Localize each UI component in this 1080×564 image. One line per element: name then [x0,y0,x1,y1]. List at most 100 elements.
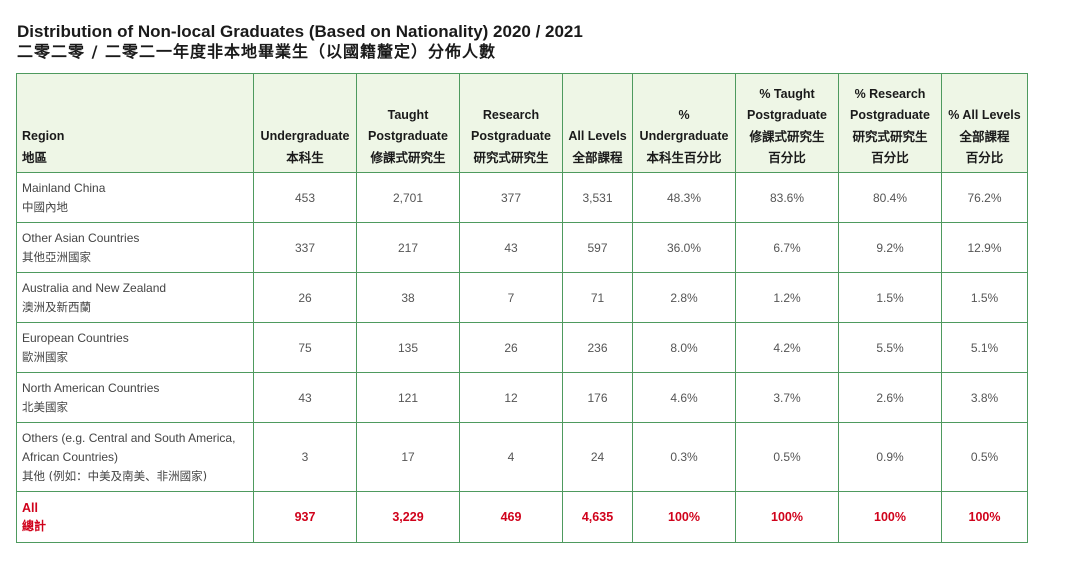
cell-research-pg: 4 [459,422,563,492]
header-pct-ug-zh: 本科生百分比 [646,150,722,165]
header-pct-rpg-zh1: 研究式研究生 [852,129,928,144]
cell-pct-all-levels: 12.9% [941,222,1028,273]
table-row: Mainland China 中國內地 453 2,701 377 3,531 … [16,172,1028,223]
cell-all-levels: 236 [562,322,633,373]
cell-pct-all-levels: 0.5% [941,422,1028,492]
region-en: Mainland China [22,180,106,195]
cell-pct-all-levels: 76.2% [941,172,1028,223]
region-cell: North American Countries 北美國家 [16,372,254,423]
header-pct-research-pg: % Research Postgraduate 研究式研究生 百分比 [838,73,942,173]
page-title-en: Distribution of Non-local Graduates (Bas… [17,22,583,41]
cell-taught-pg: 135 [356,322,460,373]
header-research-pg-en1: Research [482,108,540,122]
total-pct-research-pg: 100% [838,491,942,543]
total-label-zh: 總計 [22,519,47,533]
header-research-pg-en2: Postgraduate [471,129,551,143]
region-zh: 澳洲及新西蘭 [22,299,91,314]
header-pct-rpg-en2: Postgraduate [850,108,930,122]
cell-pct-research-pg: 80.4% [838,172,942,223]
cell-pct-undergraduate: 36.0% [632,222,736,273]
cell-all-levels: 24 [562,422,633,492]
cell-pct-taught-pg: 0.5% [735,422,839,492]
header-region: Region 地區 [16,73,254,173]
total-label-en: All [22,501,38,515]
region-cell: Mainland China 中國內地 [16,172,254,223]
cell-all-levels: 3,531 [562,172,633,223]
header-pct-tpg-en1: % Taught [759,87,815,101]
cell-pct-research-pg: 1.5% [838,272,942,323]
header-undergraduate: Undergraduate 本科生 [253,73,357,173]
total-undergraduate: 937 [253,491,357,543]
table-row: Others (e.g. Central and South America, … [16,422,1028,492]
region-cell: Other Asian Countries 其他亞洲國家 [16,222,254,273]
total-pct-all-levels: 100% [941,491,1028,543]
header-pct-ug-en2: Undergraduate [639,129,729,143]
cell-all-levels: 176 [562,372,633,423]
cell-taught-pg: 2,701 [356,172,460,223]
header-all-levels-zh: 全部課程 [572,150,623,165]
table-row: European Countries 歐洲國家 75 135 26 236 8.… [16,322,1028,373]
header-row: Region 地區 Undergraduate 本科生 Taught Postg… [16,73,1028,173]
region-zh: 歐洲國家 [22,349,68,364]
header-pct-undergraduate: % Undergraduate 本科生百分比 [632,73,736,173]
header-taught-pg: Taught Postgraduate 修課式研究生 [356,73,460,173]
cell-taught-pg: 121 [356,372,460,423]
cell-pct-undergraduate: 0.3% [632,422,736,492]
header-pct-all-zh1: 全部課程 [959,129,1010,144]
cell-research-pg: 43 [459,222,563,273]
cell-pct-taught-pg: 83.6% [735,172,839,223]
header-all-levels-en: All Levels [568,129,627,143]
header-pct-tpg-zh1: 修課式研究生 [749,129,825,144]
cell-pct-taught-pg: 6.7% [735,222,839,273]
table-row: Australia and New Zealand 澳洲及新西蘭 26 38 7… [16,272,1028,323]
cell-pct-all-levels: 3.8% [941,372,1028,423]
header-research-pg: Research Postgraduate 研究式研究生 [459,73,563,173]
region-zh: 其他 (例如：中美及南美、非洲國家) [22,468,208,483]
cell-pct-undergraduate: 2.8% [632,272,736,323]
table-row: North American Countries 北美國家 43 121 12 … [16,372,1028,423]
header-pct-all-zh2: 百分比 [965,150,1004,165]
page-title-block: Distribution of Non-local Graduates (Bas… [17,22,583,62]
total-pct-taught-pg: 100% [735,491,839,543]
cell-research-pg: 26 [459,322,563,373]
cell-all-levels: 597 [562,222,633,273]
cell-pct-undergraduate: 48.3% [632,172,736,223]
header-pct-rpg-zh2: 百分比 [871,150,909,165]
total-pct-undergraduate: 100% [632,491,736,543]
cell-undergraduate: 453 [253,172,357,223]
total-research-pg: 469 [459,491,563,543]
region-zh: 其他亞洲國家 [22,249,91,264]
header-pct-taught-pg: % Taught Postgraduate 修課式研究生 百分比 [735,73,839,173]
region-en: North American Countries [22,380,160,395]
cell-pct-undergraduate: 4.6% [632,372,736,423]
page-title-zh: 二零二零 / 二零二一年度非本地畢業生（以國籍釐定）分佈人數 [17,42,496,61]
total-all-levels: 4,635 [562,491,633,543]
cell-pct-taught-pg: 1.2% [735,272,839,323]
graduates-table: Region 地區 Undergraduate 本科生 Taught Postg… [16,73,1028,543]
region-cell: Australia and New Zealand 澳洲及新西蘭 [16,272,254,323]
header-taught-pg-en1: Taught [387,108,429,122]
header-undergraduate-zh: 本科生 [286,150,324,165]
header-taught-pg-zh: 修課式研究生 [370,150,446,165]
header-taught-pg-en2: Postgraduate [368,129,448,143]
header-region-zh: 地區 [22,150,48,165]
cell-pct-taught-pg: 4.2% [735,322,839,373]
cell-research-pg: 7 [459,272,563,323]
cell-all-levels: 71 [562,272,633,323]
region-en: Other Asian Countries [22,230,140,245]
cell-pct-taught-pg: 3.7% [735,372,839,423]
table-row: Other Asian Countries 其他亞洲國家 337 217 43 … [16,222,1028,273]
region-zh: 北美國家 [22,399,68,414]
cell-research-pg: 12 [459,372,563,423]
region-en: Australia and New Zealand [22,280,167,295]
total-row: All 總計 937 3,229 469 4,635 100% 100% 100… [16,491,1028,543]
header-region-en: Region [22,129,65,143]
region-zh: 中國內地 [22,199,68,214]
region-cell: Others (e.g. Central and South America, … [16,422,254,492]
header-pct-all-levels: % All Levels 全部課程 百分比 [941,73,1028,173]
cell-pct-all-levels: 1.5% [941,272,1028,323]
region-en: European Countries [22,330,129,345]
cell-pct-research-pg: 2.6% [838,372,942,423]
region-cell: European Countries 歐洲國家 [16,322,254,373]
header-pct-ug-en1: % [678,108,690,122]
